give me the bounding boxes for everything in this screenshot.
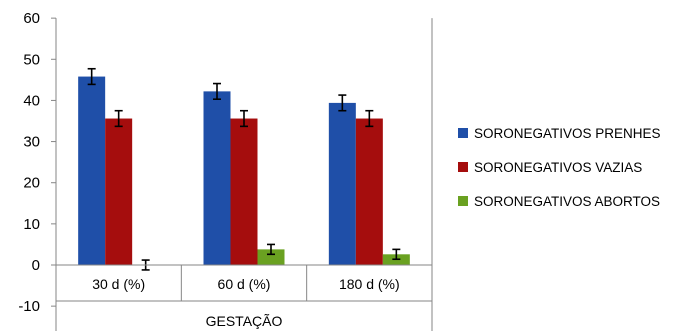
bar bbox=[355, 118, 383, 265]
legend-label: SORONEGATIVOS ABORTOS bbox=[474, 194, 660, 209]
error-bar bbox=[87, 67, 96, 86]
bar bbox=[105, 118, 133, 265]
y-tick-label: 20 bbox=[23, 175, 40, 192]
error-bar bbox=[240, 109, 248, 128]
legend: SORONEGATIVOS PRENHES SORONEGATIVOS VAZIA… bbox=[458, 126, 661, 209]
y-tick-label: 30 bbox=[23, 134, 40, 151]
legend-label: SORONEGATIVOS VAZIAS bbox=[474, 160, 642, 175]
legend-label: SORONEGATIVOS PRENHES bbox=[474, 126, 661, 141]
y-tick-label: 50 bbox=[23, 51, 40, 68]
bars bbox=[78, 67, 410, 271]
y-tick-label: -10 bbox=[18, 298, 40, 315]
error-bar bbox=[365, 109, 374, 128]
x-axis-title: GESTAÇÃO bbox=[206, 313, 283, 329]
legend-item: SORONEGATIVOS ABORTOS bbox=[458, 194, 660, 209]
bar bbox=[203, 91, 231, 266]
error-bar bbox=[114, 109, 123, 128]
y-tick-label: 10 bbox=[23, 216, 40, 233]
error-bar bbox=[267, 243, 275, 256]
x-tick-label: 30 d (%) bbox=[92, 276, 145, 292]
legend-swatch bbox=[458, 196, 468, 206]
legend-swatch bbox=[458, 128, 468, 138]
error-bar bbox=[338, 94, 347, 112]
bar bbox=[328, 102, 356, 265]
y-axis: -10 0 10 20 30 40 50 60 bbox=[18, 10, 57, 331]
bar bbox=[257, 249, 285, 265]
y-tick-label: 40 bbox=[23, 92, 40, 109]
y-tick-label: 0 bbox=[32, 257, 40, 274]
y-tick-label: 60 bbox=[23, 10, 40, 27]
legend-swatch bbox=[458, 162, 468, 172]
legend-item: SORONEGATIVOS PRENHES bbox=[458, 126, 661, 141]
x-axis: GESTAÇÃO 30 d (%) 60 d (%) 180 d (%) bbox=[56, 18, 433, 331]
legend-item: SORONEGATIVOS VAZIAS bbox=[458, 160, 642, 175]
bar bbox=[230, 118, 258, 265]
x-tick-label: 60 d (%) bbox=[218, 276, 271, 292]
x-tick-label: 180 d (%) bbox=[339, 276, 400, 292]
error-bar bbox=[392, 248, 401, 261]
bar bbox=[78, 76, 106, 266]
error-bar bbox=[213, 82, 221, 100]
